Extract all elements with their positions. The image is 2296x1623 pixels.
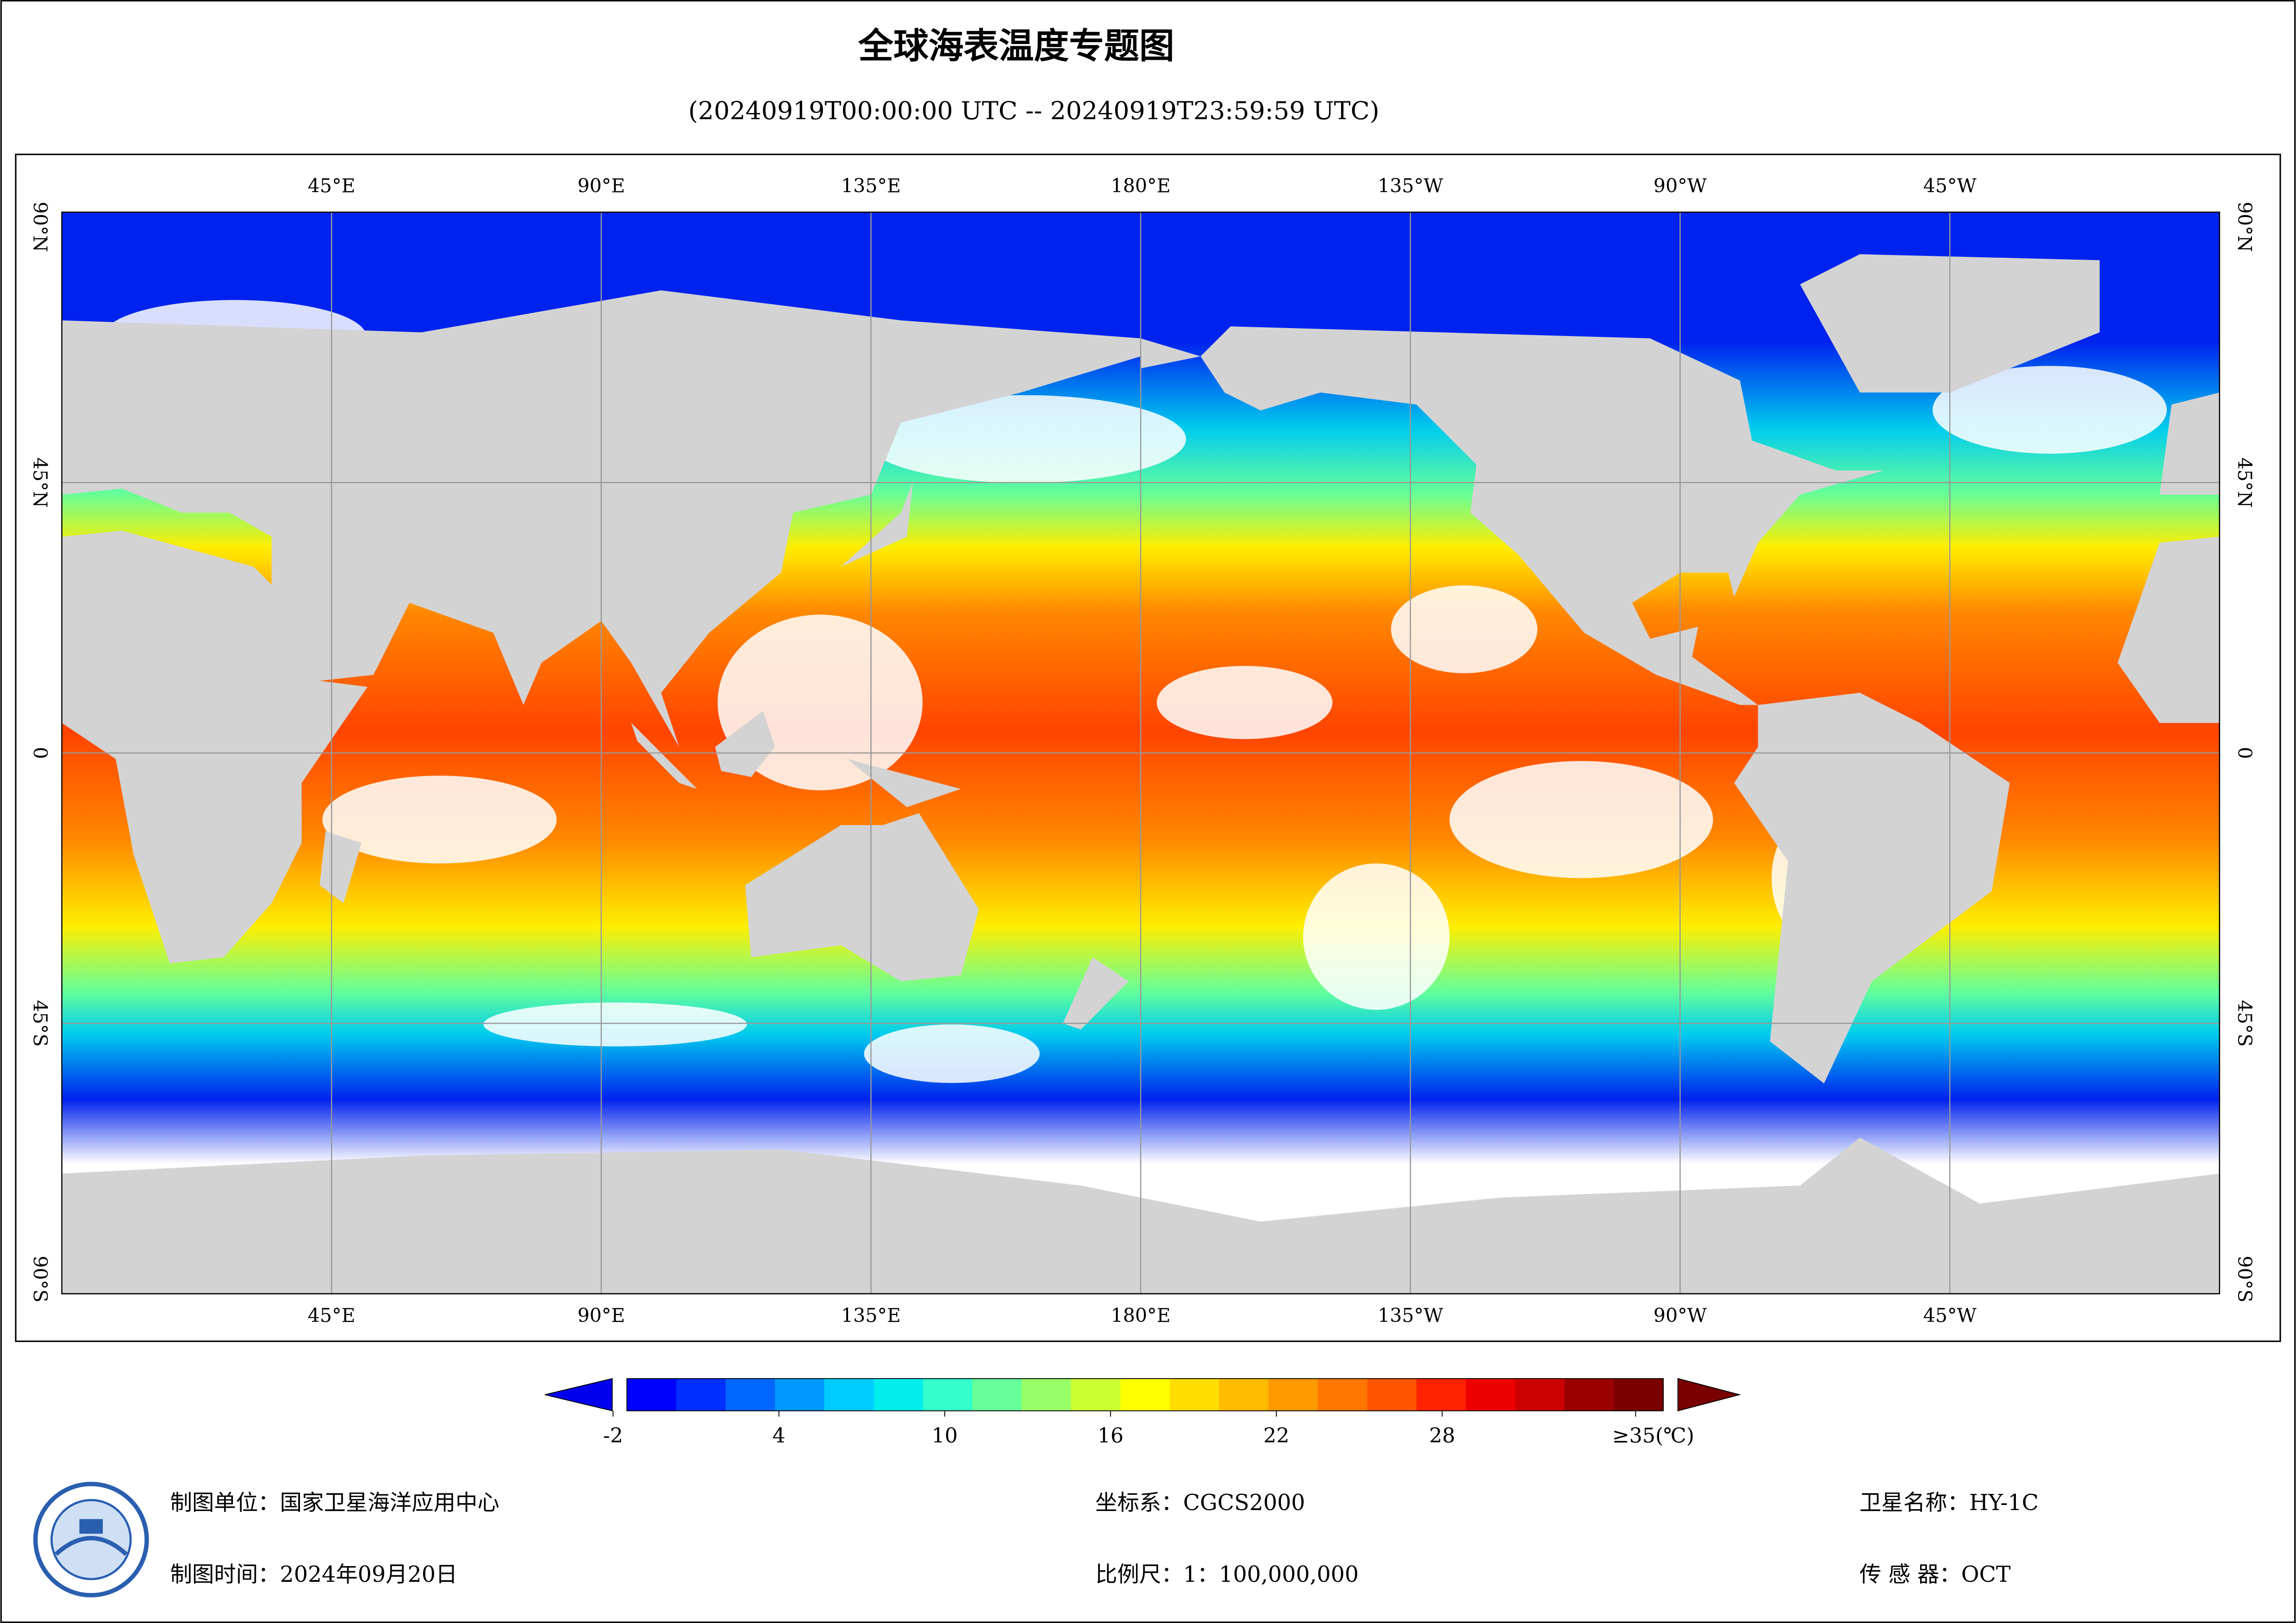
y-tick-label: 45°N xyxy=(2234,457,2256,508)
x-tick-label: 45°W xyxy=(1923,1305,1977,1327)
landmass xyxy=(841,482,913,567)
colorbar-tick-label: -2 xyxy=(603,1424,623,1448)
y-tick-label: 0 xyxy=(29,747,51,759)
colorbar-step xyxy=(1614,1378,1664,1411)
subtitle: (20240919T00:00:00 UTC -- 20240919T23:59… xyxy=(688,96,1379,125)
colorbar-tick-label: 10 xyxy=(932,1424,958,1448)
map-border xyxy=(61,211,2221,1294)
colorbar-step xyxy=(873,1378,923,1411)
colorbar-step xyxy=(1022,1378,1072,1411)
colorbar-step xyxy=(824,1378,874,1411)
colorbar-step xyxy=(775,1378,825,1411)
landmass xyxy=(319,831,362,903)
colorbar-step xyxy=(1564,1378,1615,1411)
landmass xyxy=(2117,536,2220,723)
colorbar-step xyxy=(1071,1378,1121,1411)
y-tick-label: 45°N xyxy=(29,457,51,508)
x-tick-label: 135°E xyxy=(841,174,901,197)
landmass xyxy=(1200,326,1884,705)
colorbar-tick-label: 22 xyxy=(1263,1424,1289,1448)
colorbar-step xyxy=(725,1378,776,1411)
colorbar-tick-label: 4 xyxy=(773,1424,786,1448)
colorbar-step xyxy=(1317,1378,1368,1411)
x-tick-label: 90°W xyxy=(1653,174,1707,197)
y-tick-label: 90°S xyxy=(2234,1256,2256,1302)
landmass xyxy=(715,711,775,777)
colorbar-step xyxy=(627,1378,677,1411)
y-tick-label: 90°N xyxy=(29,202,51,252)
x-tick-label: 45°E xyxy=(308,174,356,197)
x-tick-label: 135°W xyxy=(1378,174,1443,197)
footer-satellite: 卫星名称：HY-1C xyxy=(1859,1490,2039,1516)
colorbar-tick-label: 28 xyxy=(1429,1424,1455,1448)
footer-sensor: 传 感 器：OCT xyxy=(1859,1562,2011,1587)
logo xyxy=(33,1481,149,1598)
colorbar-step xyxy=(1466,1378,1516,1411)
landmass xyxy=(847,759,961,808)
y-tick-label: 45°S xyxy=(2234,1000,2256,1047)
x-tick-label: 135°W xyxy=(1378,1305,1443,1327)
x-tick-label: 180°E xyxy=(1111,174,1171,197)
colorbar-step xyxy=(1120,1378,1170,1411)
x-tick-label: 90°W xyxy=(1653,1305,1707,1327)
footer-crs: 坐标系：CGCS2000 xyxy=(1095,1490,1305,1516)
colorbar-step xyxy=(972,1378,1023,1411)
colorbar-step xyxy=(923,1378,973,1411)
colorbar-step xyxy=(1416,1378,1466,1411)
x-tick-label: 180°E xyxy=(1111,1305,1171,1327)
colorbar-tick-label: 16 xyxy=(1098,1424,1123,1448)
y-tick-label: 0 xyxy=(2234,747,2256,759)
footer-unit: 制图单位：国家卫星海洋应用中心 xyxy=(170,1490,499,1516)
title: 全球海表温度专题图 xyxy=(858,25,1174,66)
y-tick-label: 45°S xyxy=(29,1000,51,1047)
x-tick-label: 135°E xyxy=(841,1305,901,1327)
y-tick-label: 90°N xyxy=(2234,202,2256,252)
colorbar-step xyxy=(1169,1378,1220,1411)
colorbar-step xyxy=(676,1378,726,1411)
landmass xyxy=(2184,404,2208,453)
colorbar-step xyxy=(1268,1378,1318,1411)
map-frame xyxy=(15,154,2281,1342)
landmass xyxy=(1141,338,1201,368)
x-tick-label: 45°W xyxy=(1923,174,1977,197)
landmass xyxy=(62,530,368,964)
colorbar-tick-label: ≥35(℃) xyxy=(1612,1424,1694,1448)
colorbar-border xyxy=(626,1378,1664,1412)
y-tick-label: 90°S xyxy=(29,1256,51,1302)
colorbar-step xyxy=(1219,1378,1269,1411)
colorbar-step xyxy=(1515,1378,1565,1411)
x-tick-label: 45°E xyxy=(308,1305,356,1327)
landmass xyxy=(1734,693,2010,1084)
colorbar-high-arrow xyxy=(1677,1378,1741,1412)
colorbar-low-arrow xyxy=(544,1378,613,1412)
x-tick-label: 90°E xyxy=(577,1305,625,1327)
x-tick-label: 90°E xyxy=(577,174,625,197)
footer-time: 制图时间：2024年09月20日 xyxy=(170,1562,458,1587)
colorbar-step xyxy=(1367,1378,1417,1411)
landmass xyxy=(1062,957,1129,1030)
landmass xyxy=(745,813,979,982)
footer-scale: 比例尺：1：100,000,000 xyxy=(1095,1562,1359,1587)
